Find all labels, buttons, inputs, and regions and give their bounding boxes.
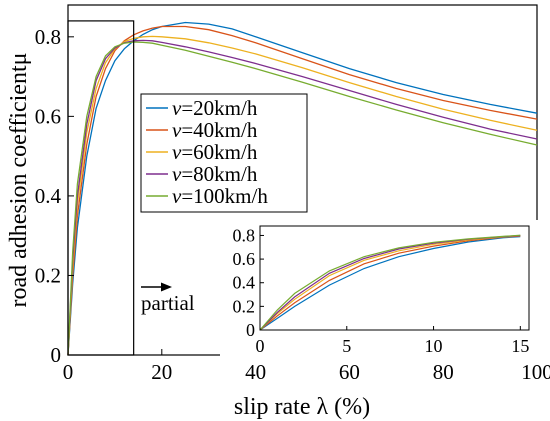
legend-symbol: v: [172, 96, 182, 120]
partial-annotation: partial: [141, 282, 195, 315]
inset-x-tick-label: 10: [425, 336, 443, 356]
inset-y-tick-label: 0.6: [233, 249, 256, 269]
legend-value: =40km/h: [181, 118, 258, 142]
inset-x-ticks: 0 5 10 15: [256, 326, 529, 356]
inset-x-tick-label: 15: [511, 336, 529, 356]
inset-series-line-5: [259, 234, 521, 331]
legend-symbol: v: [172, 140, 182, 164]
main-y-tick-label: 0.2: [35, 263, 61, 287]
legend-entry-2: v=40km/h: [172, 118, 258, 142]
legend-entries: v=20km/hv=40km/hv=60km/hv=80km/hv=100km/…: [146, 96, 268, 208]
main-x-tick-label: 40: [245, 360, 266, 384]
inset-y-tick-label: 0.8: [233, 225, 256, 245]
main-y-tick-label: 0: [51, 343, 62, 367]
main-series-line-1: [67, 21, 538, 356]
inset-plot-frame: [259, 225, 530, 331]
right-arrow-icon: [161, 282, 172, 292]
y-axis-label: road adhesion coefficientμ: [6, 53, 32, 308]
legend-entry-1: v=20km/h: [172, 96, 258, 120]
x-axis-label: slip rate λ (%): [234, 394, 370, 420]
main-x-ticks: 0 20 40 60 80 100: [63, 349, 550, 384]
main-x-tick-label: 60: [339, 360, 360, 384]
main-y-tick-label: 0.8: [35, 25, 61, 49]
main-series-line-4: [67, 39, 538, 356]
legend-value: =60km/h: [181, 140, 258, 164]
legend-entry-5: v=100km/h: [172, 184, 268, 208]
main-x-tick-label: 80: [433, 360, 454, 384]
inset-x-tick-label: 5: [342, 336, 351, 356]
highlight-box: [67, 20, 135, 356]
inset-y-tick-label: 0.4: [233, 273, 256, 293]
main-series-line-3: [67, 35, 538, 356]
legend-value: =80km/h: [181, 162, 258, 186]
main-series-line-5: [67, 41, 538, 356]
legend-entry-4: v=80km/h: [172, 162, 258, 186]
inset-series-group: [259, 234, 521, 331]
main-series-group: [67, 21, 538, 356]
main-series-line-2: [67, 25, 538, 356]
main-x-tick-label: 20: [151, 360, 172, 384]
legend-value: =100km/h: [181, 184, 268, 208]
legend-symbol: v: [172, 118, 182, 142]
main-y-tick-label: 0.4: [35, 184, 62, 208]
legend-value: =20km/h: [181, 96, 258, 120]
inset-background: [220, 220, 540, 365]
inset-y-tick-label: 0.2: [233, 296, 256, 316]
main-chart: 0 20 40 60 80 100 00.20.40.60.8 slip rate λ (…: [6, 4, 550, 420]
partial-label: partial: [141, 291, 195, 315]
main-x-tick-label: 0: [63, 360, 74, 384]
inset-x-tick-label: 0: [256, 336, 265, 356]
inset-chart: 0 5 10 15 00.20.40.60.8: [220, 220, 540, 365]
legend-box: [140, 93, 308, 213]
main-y-tick-label: 0.6: [35, 104, 61, 128]
inset-y-ticks: 0 0.2 0.4 0.6 0.8: [233, 225, 264, 340]
legend-symbol: v: [172, 162, 182, 186]
inset-y-tick-label: 0: [246, 320, 255, 340]
legend-symbol: v: [172, 184, 182, 208]
inset-series-line-1: [259, 236, 521, 331]
legend: v=20km/hv=40km/hv=60km/hv=80km/hv=100km/…: [140, 93, 308, 213]
legend-entry-3: v=60km/h: [172, 140, 258, 164]
